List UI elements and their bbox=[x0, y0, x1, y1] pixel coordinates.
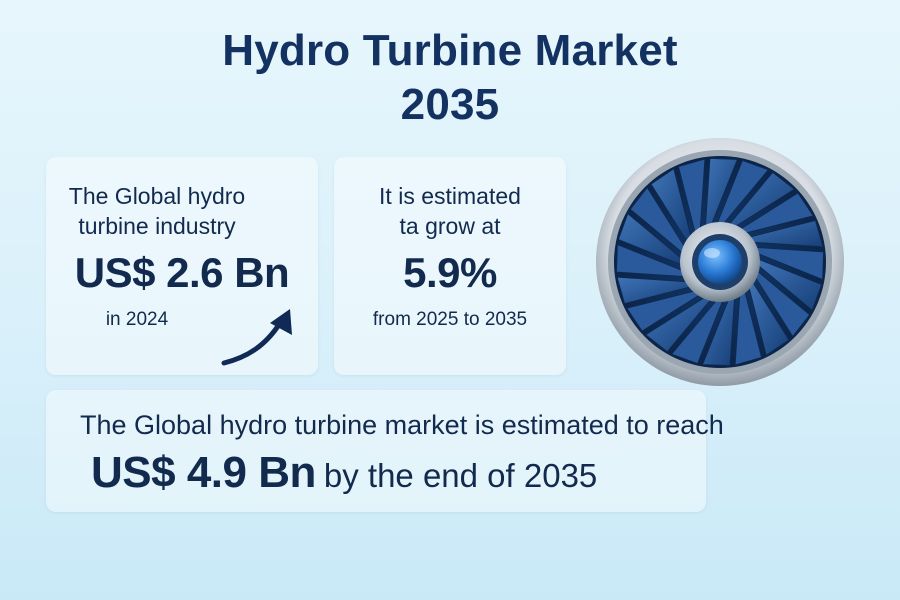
curved-up-arrow-icon bbox=[221, 309, 292, 366]
turbine-icon bbox=[596, 138, 844, 386]
forecast-row: US$ 4.9 Bn by the end of 2035 bbox=[91, 448, 597, 498]
market-size-line-1: The Global hydro bbox=[68, 183, 246, 209]
market-size-value: US$ 2.6 Bn bbox=[74, 249, 290, 296]
market-size-card: The Global hydro turbine industry US$ 2.… bbox=[46, 157, 318, 375]
market-size-line-2: turbine industry bbox=[78, 213, 236, 239]
title-line-2: 2035 bbox=[400, 80, 500, 129]
growth-line-2: ta grow at bbox=[399, 213, 501, 239]
page-title: Hydro Turbine Market 2035 bbox=[0, 24, 900, 132]
forecast-card: The Global hydro turbine market is estim… bbox=[46, 390, 724, 512]
growth-rate-card: It is estimated ta grow at 5.9% from 202… bbox=[334, 157, 566, 375]
forecast-statement: The Global hydro turbine market is estim… bbox=[80, 410, 724, 440]
title-line-1: Hydro Turbine Market bbox=[222, 26, 678, 75]
growth-rate-value: 5.9% bbox=[403, 249, 497, 296]
forecast-value: US$ 4.9 Bn bbox=[91, 448, 316, 497]
growth-period: from 2025 to 2035 bbox=[372, 309, 528, 330]
market-size-year: in 2024 bbox=[105, 309, 169, 330]
forecast-period: by the end of 2035 bbox=[323, 457, 598, 494]
growth-line-1: It is estimated bbox=[379, 183, 521, 209]
